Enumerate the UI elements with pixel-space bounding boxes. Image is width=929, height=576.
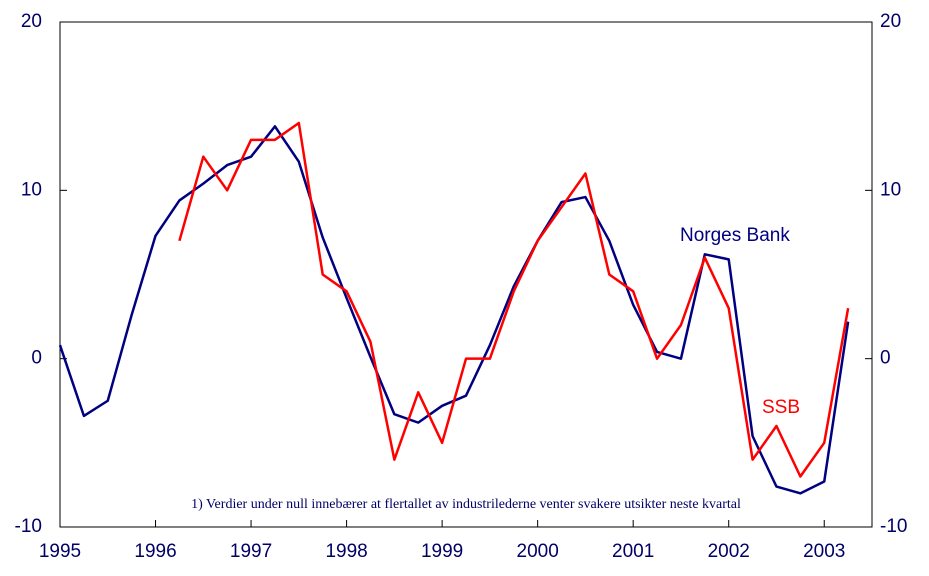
x-tick-label: 2000	[517, 541, 559, 562]
note: 1) Verdier under null innebærer at flert…	[191, 497, 741, 512]
y2-tick-label: 10	[880, 179, 901, 200]
x-tick-label: 2001	[612, 541, 654, 562]
x-tick-label: 1997	[230, 541, 272, 562]
line-series	[178, 121, 850, 478]
x-tick-label: 1999	[421, 541, 463, 562]
y-tick-label: 20	[21, 11, 42, 32]
x-tick-label: 1996	[134, 541, 176, 562]
y2-tick-label: 0	[880, 348, 891, 369]
y-tick-label: -10	[15, 516, 42, 537]
y2-tick-label: -10	[880, 516, 907, 537]
plot-frame	[59, 21, 873, 528]
series-label: SSB	[762, 397, 800, 418]
x-tick-label: 1995	[39, 541, 81, 562]
x-tick-label: 1998	[325, 541, 367, 562]
x-tick-label: 2003	[803, 541, 845, 562]
y-tick-label: 10	[21, 179, 42, 200]
x-tick-label: 2002	[708, 541, 750, 562]
series-label: Norges Bank	[680, 225, 790, 246]
y2-tick-label: 20	[880, 11, 901, 32]
y-tick-label: 0	[31, 348, 42, 369]
